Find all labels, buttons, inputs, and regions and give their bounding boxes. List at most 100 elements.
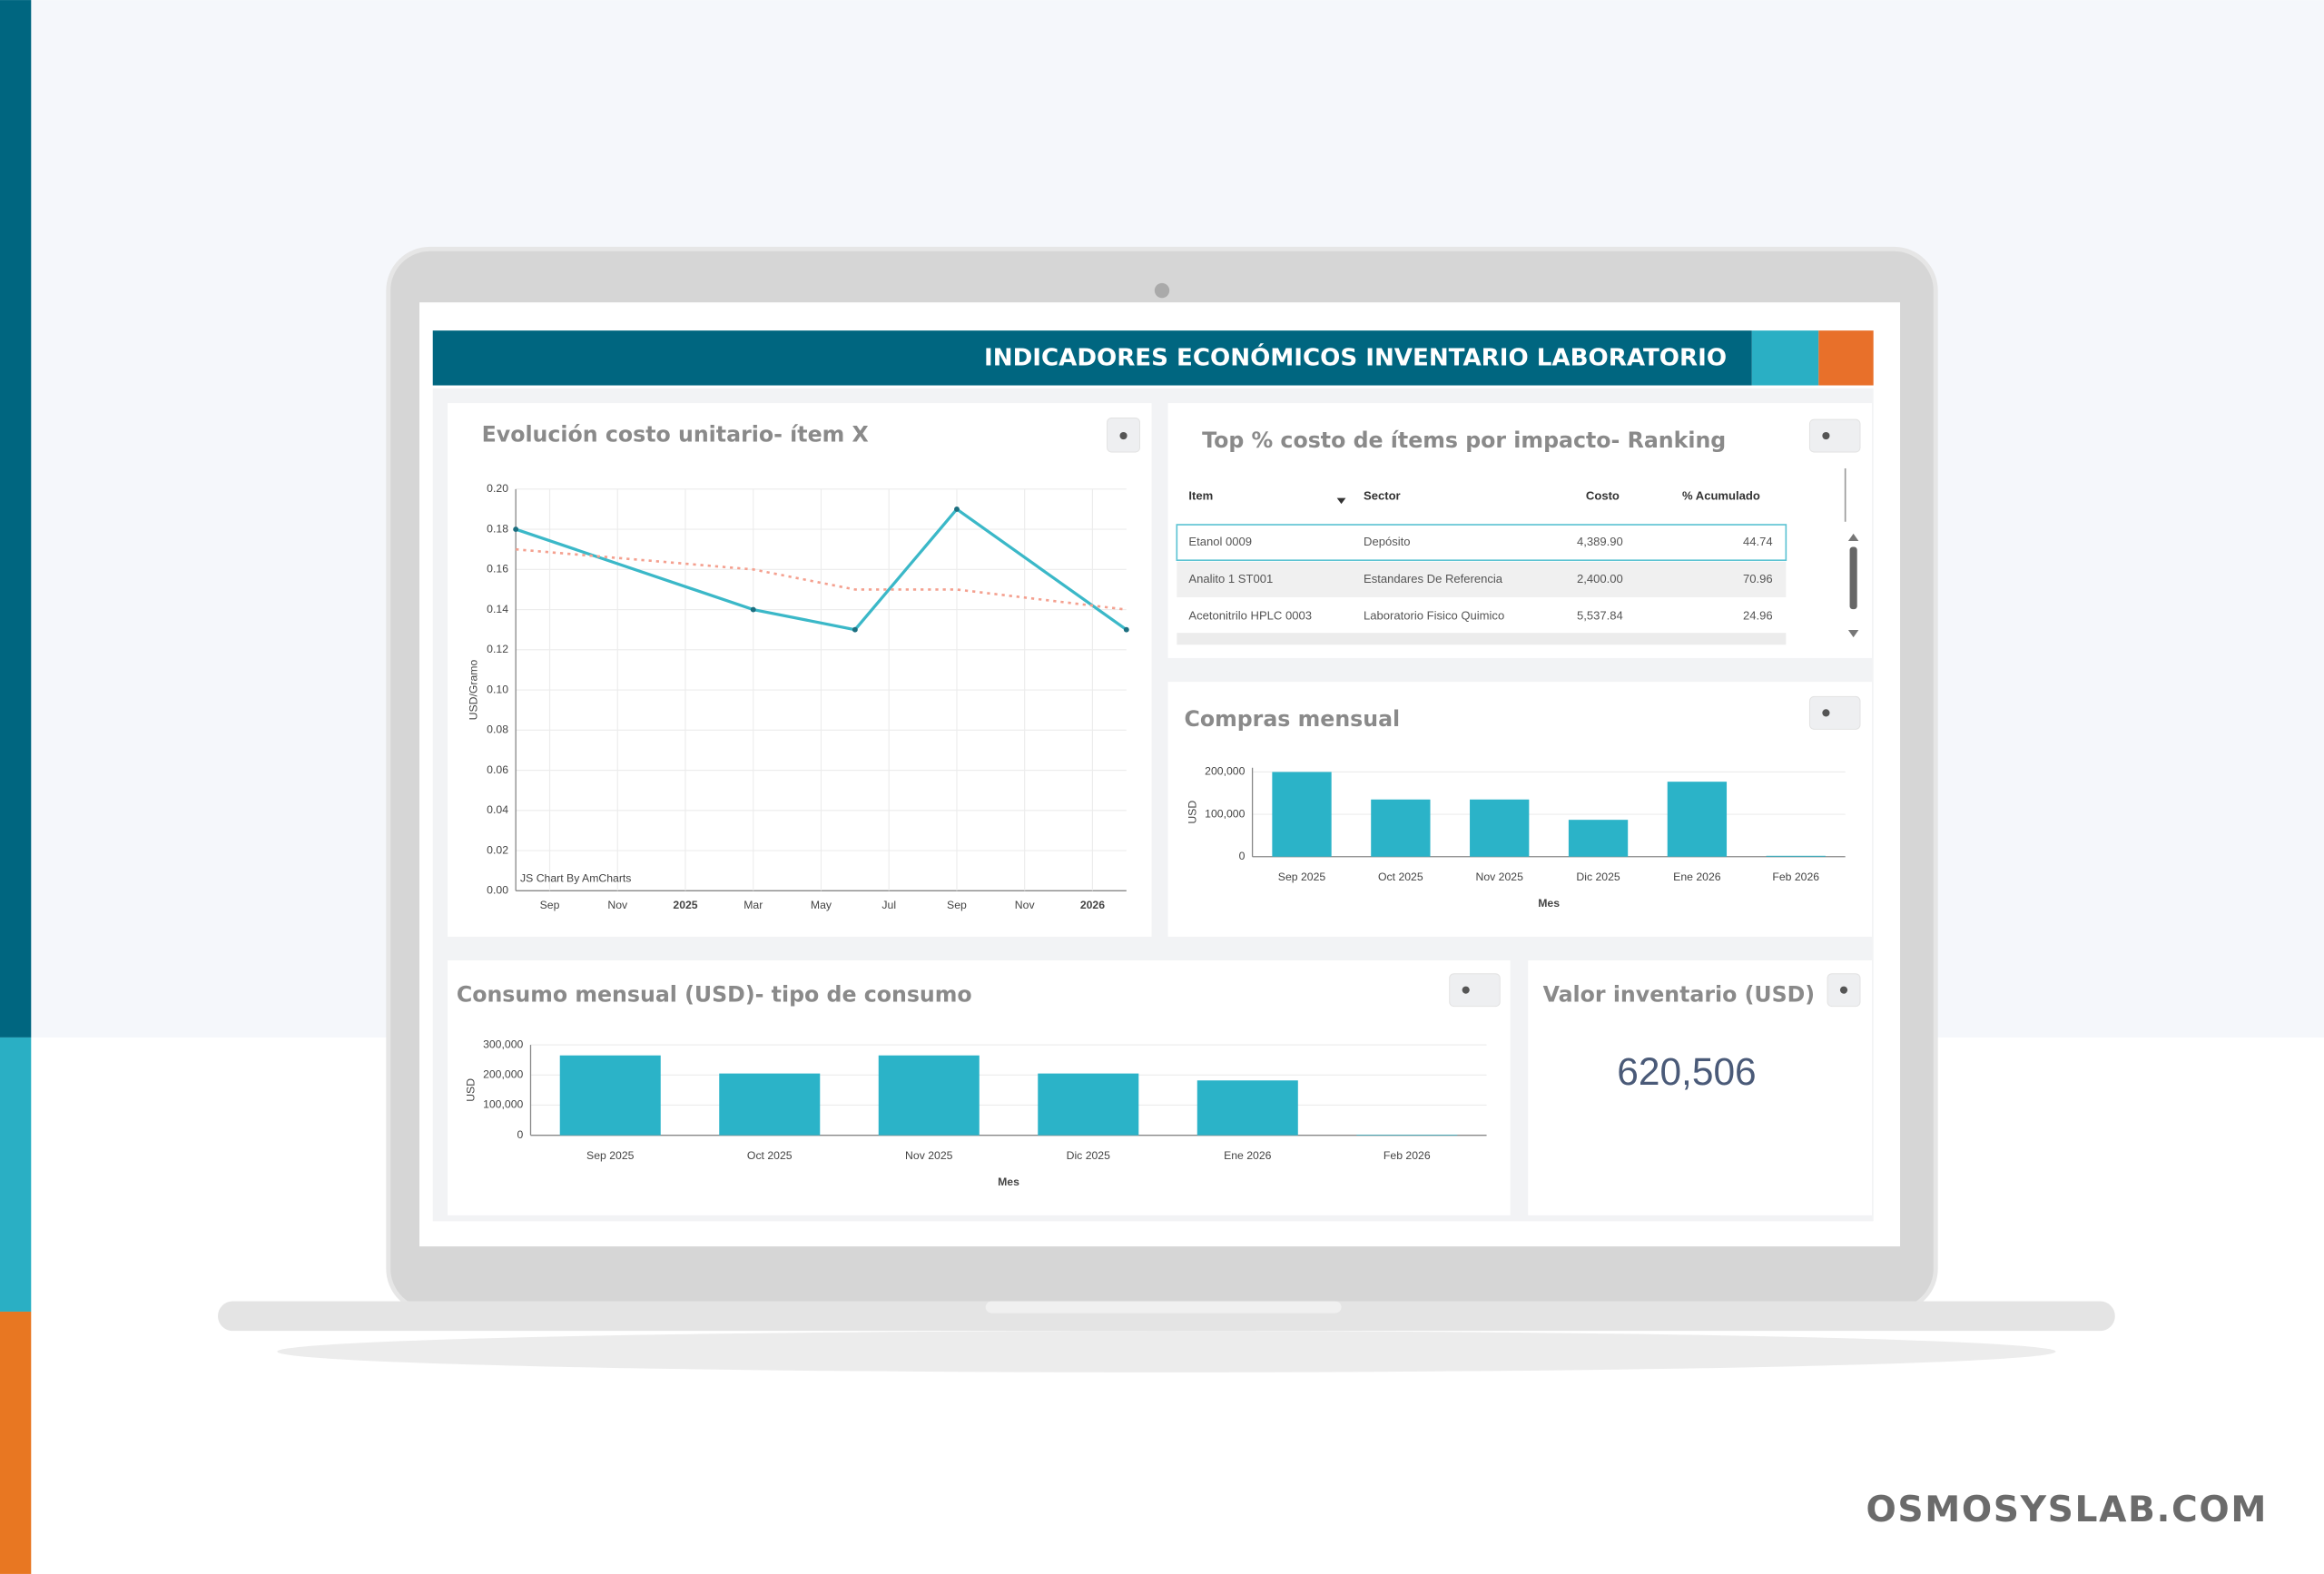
y-axis-label: USD/Gramo xyxy=(468,660,480,721)
settings-button[interactable] xyxy=(1808,695,1861,730)
bar xyxy=(719,1073,821,1136)
settings-button[interactable] xyxy=(1449,973,1501,1008)
table-cell: Analito 1 ST001 xyxy=(1188,572,1273,585)
y-tick-label: 300,000 xyxy=(483,1038,523,1050)
y-axis-label: USD xyxy=(1187,801,1199,824)
settings-icons xyxy=(1119,431,1848,994)
row-highlight xyxy=(1176,524,1787,562)
x-axis-label: Mes xyxy=(1538,897,1560,910)
panel xyxy=(448,403,1152,937)
x-tick-label: 2025 xyxy=(673,899,697,911)
x-tick-label: Sep 2025 xyxy=(586,1149,635,1162)
stripe-orange xyxy=(0,1311,32,1574)
y-tick-label: 0.12 xyxy=(487,643,508,655)
x-tick-label: May xyxy=(811,899,832,911)
bar xyxy=(1371,799,1431,857)
settings-button[interactable] xyxy=(1808,418,1861,453)
stripe-teal xyxy=(0,1037,32,1312)
panel-title: Consumo mensual (USD)- tipo de consumo xyxy=(457,982,972,1008)
x-tick-label: Dic 2025 xyxy=(1067,1149,1110,1162)
y-tick-label: 100,000 xyxy=(483,1098,523,1111)
table-cell: 4,389.90 xyxy=(1577,535,1623,548)
x-tick-label: Nov xyxy=(1015,899,1036,911)
table-cell: 24.96 xyxy=(1743,609,1773,623)
x-tick-label: Nov 2025 xyxy=(905,1149,953,1162)
column-header: % Acumulado xyxy=(1682,488,1760,502)
bar xyxy=(1196,1080,1298,1136)
laptop-base xyxy=(218,1301,2115,1332)
x-tick-label: Jul xyxy=(881,899,896,911)
laptop-notch xyxy=(985,1301,1342,1313)
table-cell: Depósito xyxy=(1364,535,1411,548)
x-tick-label: Nov 2025 xyxy=(1476,871,1524,883)
bar xyxy=(1667,782,1728,857)
x-tick-label: Oct 2025 xyxy=(747,1149,793,1162)
y-tick-label: 200,000 xyxy=(483,1068,523,1081)
bar xyxy=(559,1055,661,1136)
point xyxy=(1123,626,1129,633)
bar xyxy=(1568,820,1629,857)
table-cell: Etanol 0009 xyxy=(1188,535,1252,548)
y-tick-label: 0.06 xyxy=(487,763,508,776)
header-accent xyxy=(1751,330,1819,386)
header-title: INDICADORES ECONÓMICOS INVENTARIO LABORA… xyxy=(984,343,1727,372)
table-scroll-h xyxy=(1177,633,1787,645)
x-tick-label: Sep 2025 xyxy=(1278,871,1326,883)
x-tick-label: Dic 2025 xyxy=(1576,871,1620,883)
header-bar xyxy=(432,330,1752,386)
row-alt xyxy=(1177,561,1787,598)
y-tick-label: 0.02 xyxy=(487,843,508,856)
table-cell: 70.96 xyxy=(1743,572,1773,585)
x-tick-label: Sep xyxy=(947,899,967,911)
y-tick-label: 0.10 xyxy=(487,683,508,695)
y-tick-label: 0.08 xyxy=(487,723,508,736)
scrollbar xyxy=(1849,546,1857,610)
camera xyxy=(1154,282,1170,299)
panel-title: Valor inventario (USD) xyxy=(1543,982,1816,1008)
bar xyxy=(878,1055,980,1136)
y-tick-label: 200,000 xyxy=(1205,765,1245,778)
y-tick-label: 0.04 xyxy=(487,803,508,816)
x-tick-label: Feb 2026 xyxy=(1772,871,1819,883)
column-header: Sector xyxy=(1364,488,1401,502)
watermark: JS Chart By AmCharts xyxy=(520,871,631,884)
y-axis-label: USD xyxy=(464,1078,477,1102)
point xyxy=(852,626,858,633)
point xyxy=(954,507,960,512)
y-tick-label: 0.20 xyxy=(487,482,508,495)
y-tick-label: 0.16 xyxy=(487,563,508,575)
bar xyxy=(1766,855,1826,857)
panel-title: Evolución costo unitario- ítem X xyxy=(482,422,869,448)
point xyxy=(513,526,519,533)
table-cell: Laboratorio Fisico Quimico xyxy=(1364,609,1504,623)
sort-arrow xyxy=(1336,497,1346,505)
x-axis-label: Mes xyxy=(998,1176,1019,1188)
line-series xyxy=(516,547,1127,611)
y-tick-label: 100,000 xyxy=(1205,807,1245,820)
table-cell: Estandares De Referencia xyxy=(1364,572,1503,585)
x-tick-label: Mar xyxy=(743,899,763,911)
x-tick-label: Feb 2026 xyxy=(1384,1149,1431,1162)
y-tick-label: 0.00 xyxy=(487,884,508,897)
panel-title: Top % costo de ítems por impacto- Rankin… xyxy=(1202,428,1726,453)
y-tick-label: 0.18 xyxy=(487,522,508,535)
x-tick-label: Nov xyxy=(607,899,628,911)
table-cell: 44.74 xyxy=(1743,535,1773,548)
x-tick-label: Oct 2025 xyxy=(1378,871,1423,883)
point xyxy=(750,606,756,613)
table-cell: 2,400.00 xyxy=(1577,572,1623,585)
x-tick-label: Sep xyxy=(540,899,560,911)
panel xyxy=(1167,403,1873,658)
column-header: Item xyxy=(1188,488,1213,502)
column-header: Costo xyxy=(1586,488,1620,502)
table-cell: 5,537.84 xyxy=(1577,609,1623,623)
y-tick-label: 0.14 xyxy=(487,603,508,615)
bar xyxy=(1272,772,1332,857)
x-tick-label: Ene 2026 xyxy=(1224,1149,1272,1162)
x-tick-label: Ene 2026 xyxy=(1673,871,1721,883)
laptop-shadow xyxy=(277,1331,2056,1372)
bar xyxy=(1356,1135,1458,1136)
brand: OSMOSYSLAB.COM xyxy=(1866,1490,2267,1530)
